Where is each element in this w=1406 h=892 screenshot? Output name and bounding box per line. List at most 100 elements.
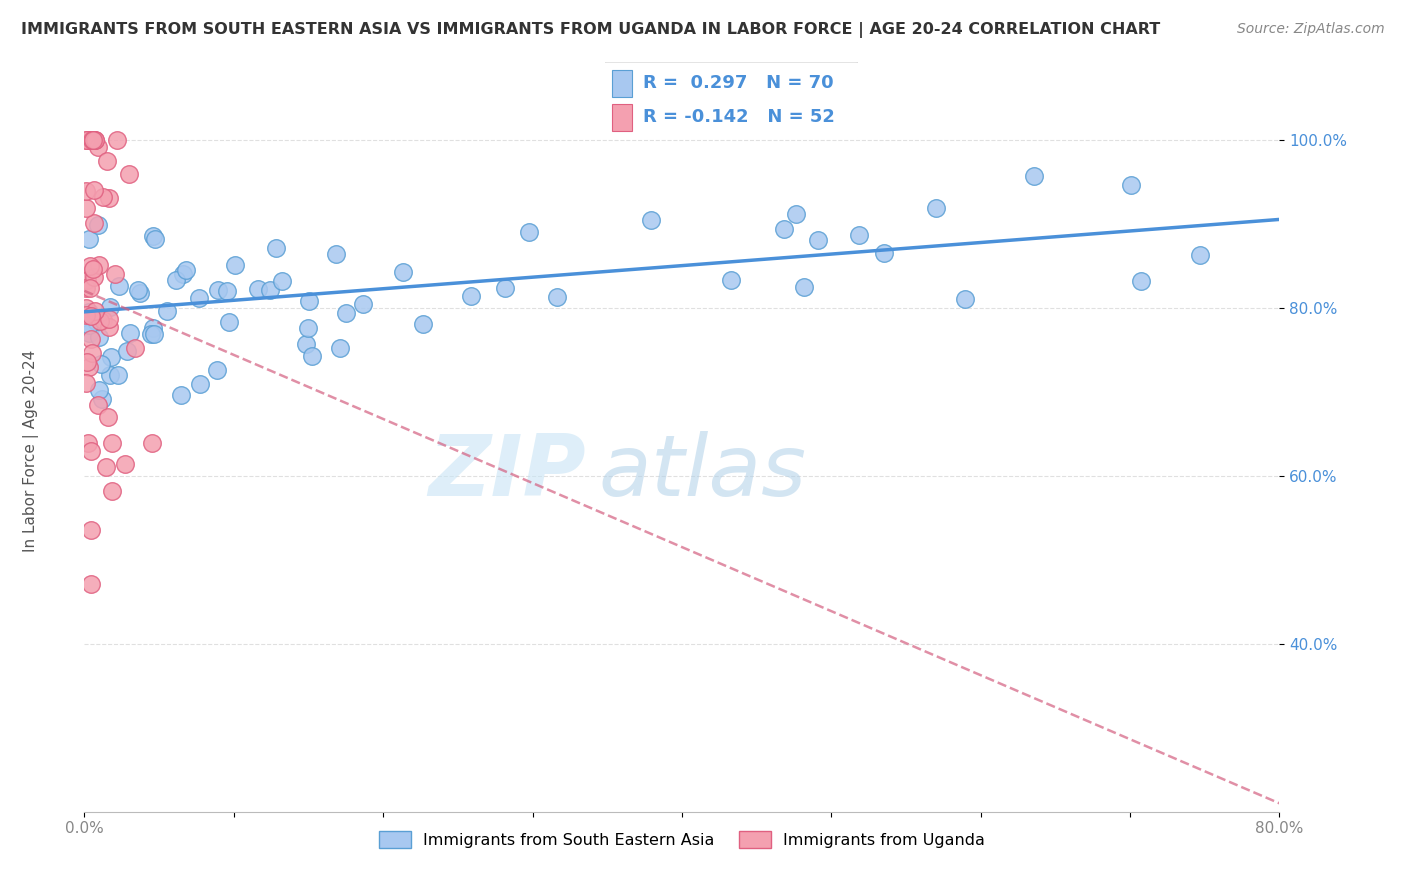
Point — [156, 303, 179, 318]
Point — [77, 231, 100, 245]
Point — [87, 140, 110, 154]
Point — [773, 222, 796, 236]
Point — [141, 327, 163, 342]
Point — [82, 262, 104, 277]
Point — [1119, 178, 1142, 192]
Point — [142, 229, 165, 244]
Point — [75, 376, 97, 390]
Point — [264, 241, 287, 255]
Point — [75, 308, 97, 322]
Point — [392, 265, 415, 279]
Point — [87, 218, 110, 232]
Point — [79, 305, 101, 319]
Bar — [612, 104, 633, 130]
Point — [107, 368, 129, 382]
Point — [297, 321, 319, 335]
Point — [298, 293, 321, 308]
Point — [793, 280, 815, 294]
Point — [96, 153, 118, 168]
Text: R =  0.297   N = 70: R = 0.297 N = 70 — [643, 74, 834, 92]
Point — [87, 398, 110, 412]
Point — [142, 321, 165, 335]
Point — [83, 216, 105, 230]
Point — [188, 291, 211, 305]
Point — [89, 314, 111, 328]
Point — [141, 436, 163, 450]
Point — [873, 246, 896, 260]
Point — [97, 410, 120, 425]
Text: R = -0.142   N = 52: R = -0.142 N = 52 — [643, 108, 834, 126]
Point — [76, 133, 98, 147]
Point — [86, 315, 108, 329]
Point — [270, 274, 292, 288]
Point — [79, 332, 101, 346]
Point — [325, 247, 347, 261]
Point — [460, 289, 482, 303]
Point — [84, 314, 107, 328]
Point — [79, 523, 101, 537]
Point — [104, 267, 127, 281]
Point — [207, 283, 229, 297]
Point — [80, 444, 103, 458]
Point — [80, 577, 103, 591]
Point — [76, 436, 98, 450]
Point — [329, 342, 352, 356]
Point — [124, 341, 146, 355]
Point — [118, 167, 141, 181]
Point — [83, 270, 105, 285]
Point — [807, 233, 830, 247]
Point — [785, 207, 807, 221]
Point — [96, 459, 118, 474]
Point — [129, 285, 152, 300]
Point — [75, 281, 97, 295]
Point — [90, 357, 112, 371]
Point — [98, 368, 121, 383]
Text: atlas: atlas — [599, 431, 806, 514]
Point — [75, 202, 97, 216]
Point — [925, 202, 948, 216]
Point — [83, 183, 105, 197]
Point — [75, 301, 97, 315]
Point — [412, 318, 434, 332]
Point — [190, 377, 212, 392]
Point — [335, 306, 357, 320]
Point — [83, 133, 105, 147]
Point — [1188, 248, 1211, 262]
Point — [352, 297, 374, 311]
Point — [953, 292, 976, 306]
Point — [217, 284, 239, 298]
FancyBboxPatch shape — [602, 62, 860, 139]
Point — [172, 268, 194, 282]
Point — [170, 388, 193, 402]
Point — [127, 283, 149, 297]
Point — [84, 133, 107, 147]
Point — [91, 392, 114, 406]
Point — [91, 313, 114, 327]
Point — [75, 184, 97, 198]
Point — [86, 315, 108, 329]
Point — [100, 350, 122, 364]
Point — [246, 282, 269, 296]
Point — [76, 273, 98, 287]
Point — [79, 359, 101, 374]
Point — [98, 320, 121, 334]
Point — [89, 329, 111, 343]
Point — [1022, 169, 1045, 183]
Point — [546, 290, 568, 304]
Point — [76, 354, 98, 368]
Point — [79, 259, 101, 273]
Point — [105, 133, 128, 147]
Point — [205, 363, 228, 377]
Point — [517, 226, 540, 240]
Point — [114, 457, 136, 471]
Text: IMMIGRANTS FROM SOUTH EASTERN ASIA VS IMMIGRANTS FROM UGANDA IN LABOR FORCE | AG: IMMIGRANTS FROM SOUTH EASTERN ASIA VS IM… — [21, 22, 1160, 38]
Point — [848, 228, 870, 243]
Point — [79, 133, 101, 147]
Point — [295, 336, 318, 351]
Point — [98, 190, 121, 204]
Point — [87, 258, 110, 272]
Point — [224, 258, 246, 272]
Point — [80, 310, 103, 324]
Point — [218, 315, 240, 329]
Point — [176, 262, 198, 277]
